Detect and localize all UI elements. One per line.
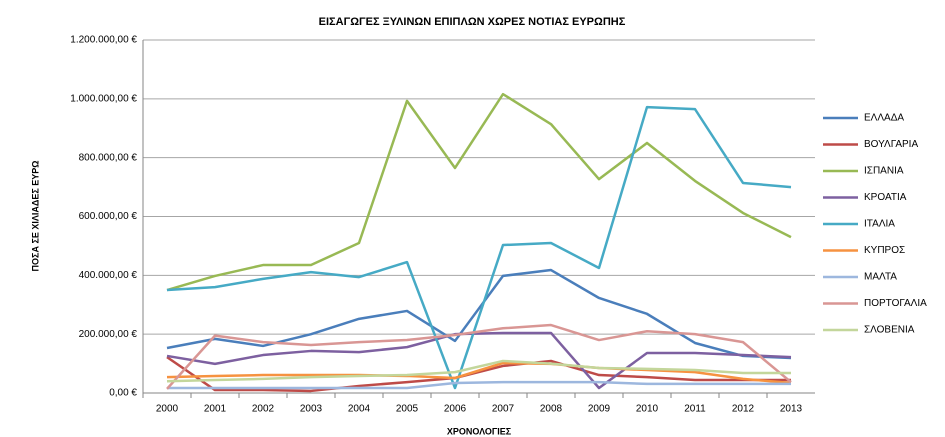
y-axis-title: ΠΟΣΑ ΣΕ ΧΙΛΙΑΔΕΣ ΕΥΡΩ [30, 161, 40, 272]
x-tick-label: 2006 [444, 404, 467, 415]
series-line [166, 359, 791, 383]
x-axis-title: ΧΡΟΝΟΛΟΓΙΕΣ [447, 426, 512, 436]
series-line [166, 268, 792, 360]
x-tick-label: 2003 [300, 404, 323, 415]
series-line [166, 356, 791, 393]
legend-label: ΒΟΥΛΓΑΡΙΑ [864, 139, 918, 150]
legend-label: ΚΡΟΑΤΙΑ [864, 192, 907, 203]
x-tick-label: 2010 [636, 404, 659, 415]
series-line [166, 361, 792, 385]
legend-label: ΚΥΠΡΟΣ [864, 245, 905, 256]
x-tick-label: 2011 [684, 404, 706, 415]
series-line [166, 331, 792, 390]
x-tick-label: 2001 [204, 404, 227, 415]
y-tick-label: 400.000,00 € [79, 270, 138, 281]
legend-label: ΜΑΛΤΑ [864, 272, 897, 283]
x-tick-label: 2013 [780, 404, 803, 415]
y-tick-label: 600.000,00 € [79, 211, 138, 222]
x-tick-label: 2004 [348, 404, 371, 415]
x-tick-label: 2012 [732, 404, 755, 415]
chart-title: ΕΙΣΑΓΩΓΕΣ ΞΥΛΙΝΩΝ ΕΠΙΠΛΩΝ ΧΩΡΕΣ ΝΟΤΙΑΣ Ε… [319, 16, 626, 28]
x-tick-label: 2008 [540, 404, 563, 415]
legend-label: ΕΛΛΑΔΑ [864, 113, 904, 124]
y-tick-label: 1.000.000,00 € [70, 93, 137, 104]
series-line [166, 92, 792, 292]
series-line [167, 380, 791, 390]
series-line [166, 105, 792, 390]
x-tick-label: 2009 [588, 404, 611, 415]
y-tick-label: 0,00 € [109, 388, 137, 399]
legend-label: ΙΤΑΛΙΑ [864, 219, 895, 230]
legend-label: ΠΟΡΤΟΓΑΛΙΑ [864, 298, 927, 309]
x-tick-label: 2002 [252, 404, 275, 415]
y-tick-label: 1.200.000,00 € [70, 35, 137, 46]
x-tick-label: 2005 [396, 404, 419, 415]
y-tick-label: 800.000,00 € [79, 152, 138, 163]
legend-label: ΙΣΠΑΝΙΑ [864, 166, 904, 177]
y-tick-label: 200.000,00 € [79, 329, 138, 340]
legend-label: ΣΛΟΒΕΝΙΑ [864, 325, 915, 336]
x-tick-label: 2000 [156, 404, 179, 415]
series-line [166, 323, 792, 390]
x-tick-label: 2007 [492, 404, 515, 415]
